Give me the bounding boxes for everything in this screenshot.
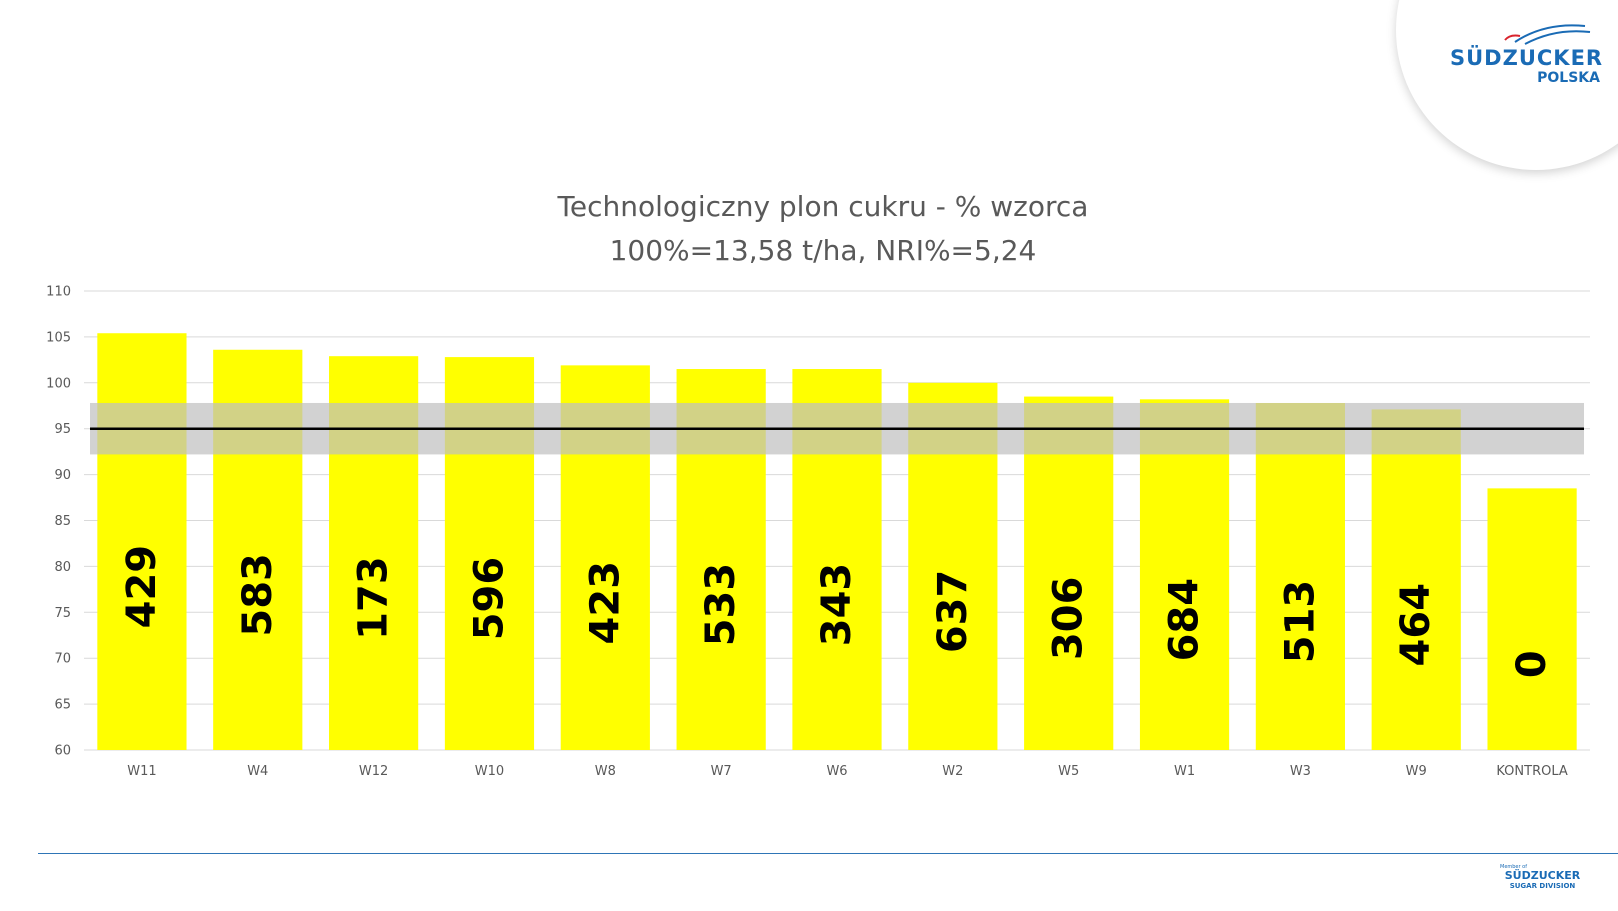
data-label: 423 (582, 561, 628, 645)
y-tick-label: 110 (46, 285, 71, 300)
data-label: 173 (351, 556, 397, 640)
chart-subtitle: 100%=13,58 t/ha, NRI%=5,24 (609, 234, 1037, 267)
x-tick-label: W9 (1406, 764, 1427, 779)
data-label: 596 (466, 557, 512, 641)
footer-divider (38, 853, 1618, 854)
footer-logo: Member of SÜDZUCKER SUGAR DIVISION (1500, 864, 1585, 891)
bars (97, 333, 1577, 750)
data-label: 464 (1393, 583, 1439, 667)
bar (1255, 402, 1345, 750)
footer-member: Member of (1500, 864, 1527, 870)
logo-sub: POLSKA (1537, 70, 1600, 86)
data-label: 533 (698, 563, 744, 647)
x-tick-label: W11 (127, 764, 156, 779)
x-tick-label: W8 (595, 764, 616, 779)
data-label: 513 (1277, 580, 1323, 664)
bar (1371, 409, 1461, 750)
chart-title: Technologiczny plon cukru - % wzorca (557, 190, 1089, 223)
x-tick-label: W2 (942, 764, 963, 779)
y-tick-label: 65 (54, 698, 71, 713)
sudzucker-logo: SÜDZUCKER POLSKA (1450, 46, 1604, 86)
data-label: 637 (930, 570, 976, 654)
data-label: 583 (235, 553, 281, 637)
x-tick-label: W12 (359, 764, 388, 779)
y-tick-label: 105 (46, 330, 71, 345)
footer-brand: SÜDZUCKER (1504, 869, 1581, 882)
x-tick-label: W5 (1058, 764, 1079, 779)
bar-chart: 429 583 173 596 423 533 343 637 306 684 513 464 0 60… (46, 285, 1590, 780)
x-tick-label: W10 (475, 764, 504, 779)
y-tick-label: 95 (54, 422, 71, 437)
bar (97, 333, 187, 750)
data-label: 684 (1162, 578, 1208, 662)
y-tick-label: 90 (54, 468, 71, 483)
data-label: 429 (119, 545, 165, 629)
bar (1487, 488, 1577, 750)
x-tick-label: KONTROLA (1496, 764, 1568, 779)
y-tick-label: 60 (54, 744, 71, 759)
footer-division: SUGAR DIVISION (1509, 882, 1576, 890)
y-tick-label: 85 (54, 514, 71, 529)
y-tick-label: 70 (54, 652, 71, 667)
data-label: 0 (1509, 650, 1555, 678)
data-label: 343 (814, 563, 860, 647)
x-tick-label: W7 (711, 764, 732, 779)
bar (1139, 399, 1230, 750)
data-label: 306 (1046, 577, 1092, 661)
logo-brand: SÜDZUCKER (1450, 46, 1604, 70)
x-tick-label: W3 (1290, 764, 1311, 779)
reference-band (90, 402, 1584, 455)
x-tick-label: W4 (247, 764, 268, 779)
y-tick-label: 75 (54, 606, 71, 621)
y-tick-label: 80 (54, 560, 71, 575)
y-tick-label: 100 (46, 376, 71, 391)
bar (1024, 396, 1114, 750)
bar-labels: 429 583 173 596 423 533 343 637 306 684 513 464 0 (119, 545, 1555, 678)
x-tick-label: W6 (826, 764, 847, 779)
logo-swoosh-icon (1504, 24, 1591, 45)
x-tick-label: W1 (1174, 764, 1195, 779)
